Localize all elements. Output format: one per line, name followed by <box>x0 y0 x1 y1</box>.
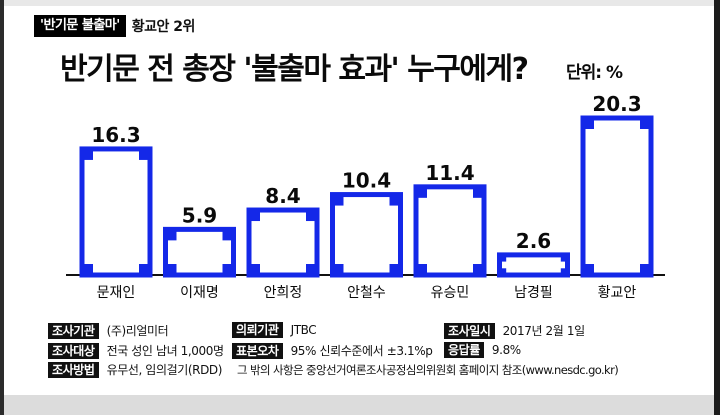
bar-corner <box>416 264 427 275</box>
value-label: 10.4 <box>342 169 391 193</box>
bar-corner <box>222 264 234 275</box>
bar-corner <box>560 268 568 275</box>
headline-tag-box: '반기문 불출마' <box>34 15 126 37</box>
bar <box>79 146 153 278</box>
bar-corner <box>332 194 344 206</box>
category-label: 안철수 <box>347 285 386 301</box>
survey-value: 유무선, 임의걸기(RDD) <box>106 363 223 377</box>
bar-corner <box>222 229 234 241</box>
survey-row-date: 조사일시 2017년 2월 1일 <box>444 322 585 339</box>
bar-corner <box>473 186 484 198</box>
value-label: 5.9 <box>182 203 217 227</box>
screen-left-edge <box>0 0 4 415</box>
value-label: 16.3 <box>91 123 140 147</box>
bar <box>413 184 487 278</box>
bar <box>246 207 320 278</box>
survey-row-client: 의뢰기관 JTBC <box>232 322 317 338</box>
survey-label: 표본오차 <box>232 343 283 359</box>
bar-corner <box>82 148 93 160</box>
screen-right-edge <box>714 0 720 415</box>
survey-row-error: 표본오차 95% 신뢰수준에서 ±3.1%p <box>232 342 433 359</box>
bar-corner <box>473 264 484 275</box>
bar-corner <box>139 264 150 275</box>
bar-corner <box>583 264 594 275</box>
chart-title: 반기문 전 총장 '불출마 효과' 누구에게? <box>60 52 529 87</box>
survey-row-agency: 조사기관 (주)리얼미터 <box>48 322 169 339</box>
bar <box>580 115 654 278</box>
bar <box>330 192 403 278</box>
screen-bottom-edge <box>0 395 720 415</box>
bar-corner <box>583 118 594 129</box>
survey-row-method: 조사방법 유무선, 임의걸기(RDD) <box>48 361 222 378</box>
survey-label: 응답률 <box>444 342 484 358</box>
bar-corner <box>560 254 568 262</box>
survey-value: 전국 성인 남녀 1,000명 <box>106 344 224 358</box>
unit-label: 단위: % <box>566 63 623 83</box>
survey-label: 조사대상 <box>48 343 99 359</box>
category-label: 문재인 <box>97 285 136 301</box>
bar-corner <box>640 264 651 275</box>
bar-corner <box>165 264 177 275</box>
value-label: 8.4 <box>265 184 300 208</box>
survey-label: 의뢰기관 <box>232 322 283 338</box>
bar-corner <box>165 229 177 241</box>
category-label: 안희정 <box>264 285 303 301</box>
bar-corner <box>640 118 651 129</box>
category-label: 남경필 <box>514 285 553 301</box>
survey-row-response: 응답률 9.8% <box>444 342 521 358</box>
category-label: 이재명 <box>180 285 219 301</box>
survey-value: 2017년 2월 1일 <box>502 324 586 338</box>
bar-corner <box>499 268 507 275</box>
survey-value: 95% 신뢰수준에서 ±3.1%p <box>290 344 433 358</box>
bar-corner <box>332 264 344 275</box>
bar-corner <box>389 194 401 206</box>
survey-label: 조사일시 <box>444 323 495 339</box>
bar-corner <box>306 210 317 222</box>
headline-tag-text: 황교안 2위 <box>131 19 196 35</box>
bar-corner <box>389 264 401 275</box>
bar-corner <box>139 148 150 160</box>
survey-row-target: 조사대상 전국 성인 남녀 1,000명 <box>48 342 224 359</box>
survey-value: (주)리얼미터 <box>106 324 169 338</box>
bar-corner <box>306 264 317 275</box>
screen-top-edge <box>0 0 720 6</box>
survey-value: JTBC <box>290 323 317 337</box>
headline-tag: '반기문 불출마' 황교안 2위 <box>34 15 195 37</box>
bar <box>497 252 570 278</box>
bar-corner <box>249 210 260 222</box>
bar <box>163 226 236 278</box>
survey-value: 9.8% <box>491 343 521 357</box>
bar-corner <box>416 186 427 198</box>
survey-note: 그 밖의 사항은 중앙선거여론조사공정심의위원회 홈페이지 참조(www.nes… <box>237 363 619 377</box>
category-label: 황교안 <box>598 285 637 301</box>
value-label: 11.4 <box>425 161 474 185</box>
bar-corner <box>249 264 260 275</box>
category-label: 유승민 <box>431 285 470 301</box>
value-label: 2.6 <box>516 229 551 253</box>
survey-label: 조사기관 <box>48 323 99 339</box>
survey-label: 조사방법 <box>48 362 99 378</box>
value-label: 20.3 <box>592 92 641 116</box>
bar-corner <box>82 264 93 275</box>
bar-corner <box>499 254 507 262</box>
